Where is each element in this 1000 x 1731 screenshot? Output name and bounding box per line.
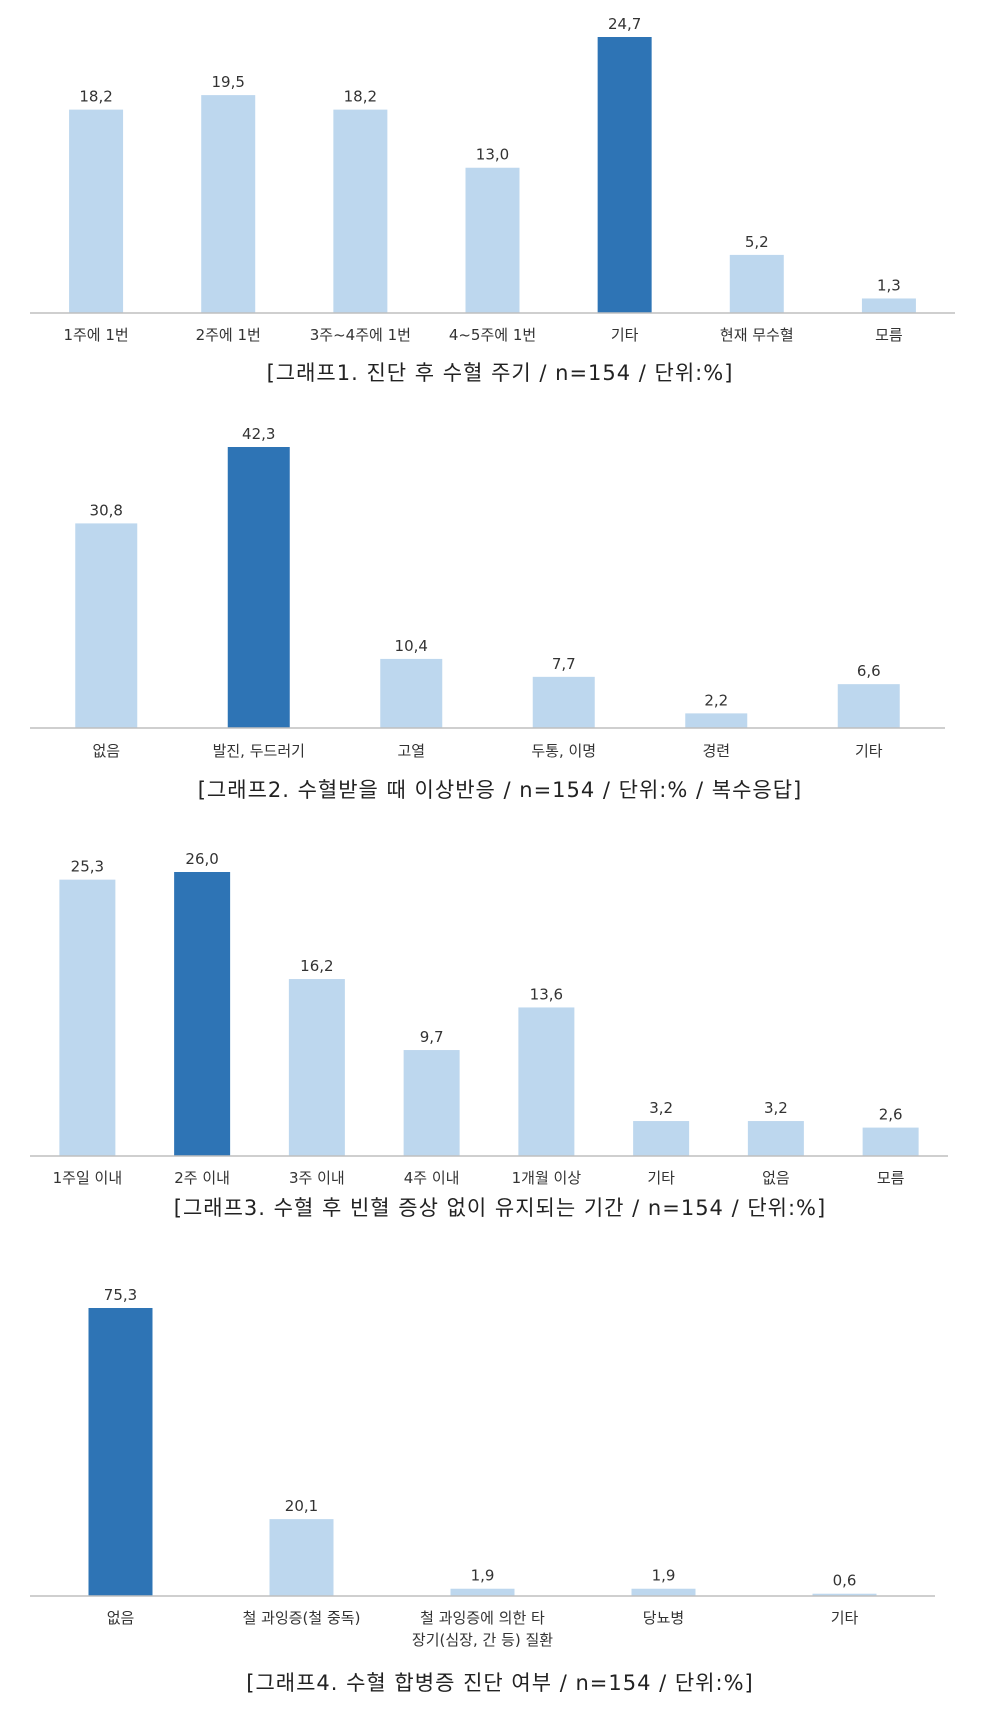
- chart-3-value-label: 2,6: [879, 1106, 903, 1124]
- chart-2-category-label: 고열: [397, 742, 425, 760]
- chart-3-category-label: 3주 이내: [289, 1169, 345, 1187]
- chart-1-bar: [729, 254, 784, 313]
- chart-3-bar: [633, 1121, 690, 1156]
- chart-2-title: [그래프2. 수혈받을 때 이상반응 / n=154 / 단위:% / 복수응답…: [197, 778, 803, 802]
- chart-1-bar: [861, 298, 916, 313]
- chart-3-bar: [288, 979, 345, 1156]
- chart-1-value-label: 5,2: [745, 233, 769, 251]
- chart-1-value-label: 18,2: [344, 88, 377, 106]
- chart-4-value-label: 75,3: [104, 1286, 137, 1304]
- chart-2-bar: [75, 523, 138, 728]
- chart-2-category-label: 없음: [92, 742, 120, 760]
- chart-3-bar: [747, 1121, 804, 1156]
- chart-2: 30,8 없음 42,3 발진, 두드러기 10,4 고열 7,7 두통, 이명 2,2 경련 6,…: [0, 395, 1000, 820]
- chart-2-value-label: 30,8: [90, 501, 123, 519]
- chart-2-category-label: 두통, 이명: [531, 742, 596, 760]
- chart-3-bar: [403, 1050, 460, 1156]
- chart-1-bar: [69, 109, 124, 313]
- chart-4-value-label: 20,1: [285, 1497, 318, 1515]
- chart-3-value-label: 13,6: [530, 985, 563, 1003]
- chart-1-bar: [597, 37, 652, 313]
- chart-3-bar: [862, 1127, 919, 1156]
- chart-2-plot: 30,8 없음 42,3 발진, 두드러기 10,4 고열 7,7 두통, 이명 2,2 경련 6,…: [30, 425, 945, 760]
- chart-4-plot: 75,3 없음 20,1 철 과잉증(철 중독) 1,9 철 과잉증에 의한 타장기(심장…: [30, 1286, 935, 1649]
- chart-3-value-label: 3,2: [764, 1099, 788, 1117]
- chart-3-category-label: 1개월 이상: [512, 1169, 582, 1187]
- chart-3-category-label: 4주 이내: [404, 1169, 460, 1187]
- chart-3-bar: [174, 872, 231, 1156]
- chart-3-value-label: 9,7: [420, 1028, 444, 1046]
- chart-4-title: [그래프4. 수혈 합병증 진단 여부 / n=154 / 단위:%]: [246, 1671, 754, 1695]
- chart-1-value-label: 13,0: [476, 146, 509, 164]
- chart-2-category-label: 발진, 두드러기: [213, 742, 305, 760]
- chart-2-bar: [837, 684, 900, 728]
- chart-4-category-label: 당뇨병: [643, 1609, 684, 1627]
- chart-2-bar: [380, 658, 443, 728]
- chart-1-category-label: 2주에 1번: [196, 326, 261, 344]
- chart-4-category-label: 철 과잉증(철 중독): [243, 1609, 361, 1627]
- chart-1-title: [그래프1. 진단 후 수혈 주기 / n=154 / 단위:%]: [266, 361, 734, 385]
- chart-2-value-label: 6,6: [857, 662, 881, 680]
- chart-2-value-label: 42,3: [242, 425, 275, 443]
- chart-1-category-label: 모름: [875, 326, 903, 344]
- chart-1-category-label: 기타: [611, 326, 639, 344]
- chart-2-category-label: 경련: [702, 742, 730, 760]
- chart-4-value-label: 1,9: [471, 1567, 495, 1585]
- chart-3-category-label: 2주 이내: [174, 1169, 230, 1187]
- chart-1-category-label: 4~5주에 1번: [449, 326, 536, 344]
- chart-4-bar: [88, 1308, 153, 1596]
- chart-4-value-label: 1,9: [652, 1567, 676, 1585]
- chart-2-value-label: 7,7: [552, 655, 576, 673]
- chart-4-category-label: 기타: [831, 1609, 859, 1627]
- chart-3-bar: [518, 1007, 575, 1156]
- chart-1-value-label: 18,2: [79, 88, 112, 106]
- chart-4-value-label: 0,6: [833, 1572, 857, 1590]
- chart-4-category-label: 없음: [107, 1609, 135, 1627]
- chart-3-value-label: 26,0: [185, 850, 218, 868]
- chart-3-value-label: 16,2: [300, 957, 333, 975]
- chart-1-value-label: 24,7: [608, 15, 641, 33]
- chart-1-category-label: 현재 무수혈: [720, 326, 794, 344]
- chart-1: 18,2 1주에 1번 19,5 2주에 1번 18,2 3주~4주에 1번 13,0 4~5…: [0, 0, 1000, 395]
- chart-4-bar: [631, 1588, 696, 1596]
- chart-1-bar: [201, 95, 256, 314]
- chart-1-value-label: 19,5: [212, 73, 245, 91]
- chart-3-value-label: 25,3: [71, 858, 104, 876]
- chart-3-category-label: 기타: [647, 1169, 675, 1187]
- chart-3-category-label: 모름: [877, 1169, 905, 1187]
- chart-4-bar: [812, 1593, 877, 1596]
- chart-1-bar: [465, 167, 520, 313]
- chart-4-bar: [269, 1519, 334, 1596]
- chart-2-bar: [532, 676, 595, 728]
- chart-2-bar: [685, 713, 748, 728]
- chart-1-category-label: 3주~4주에 1번: [310, 326, 411, 344]
- chart-1-plot: 18,2 1주에 1번 19,5 2주에 1번 18,2 3주~4주에 1번 13,0 4~5…: [30, 15, 955, 344]
- chart-2-value-label: 2,2: [704, 691, 728, 709]
- chart-3-category-label: 없음: [762, 1169, 790, 1187]
- chart-3-category-label: 1주일 이내: [53, 1169, 123, 1187]
- chart-3-value-label: 3,2: [649, 1099, 673, 1117]
- chart-3-bar: [59, 879, 116, 1156]
- chart-2-category-label: 기타: [855, 742, 883, 760]
- chart-3-title: [그래프3. 수혈 후 빈혈 증상 없이 유지되는 기간 / n=154 / 단…: [173, 1196, 827, 1220]
- chart-4-category-label: 철 과잉증에 의한 타: [420, 1609, 545, 1627]
- chart-3-plot: 25,3 1주일 이내 26,0 2주 이내 16,2 3주 이내 9,7 4주 이내 13,6…: [30, 850, 948, 1187]
- chart-1-category-label: 1주에 1번: [63, 326, 128, 344]
- chart-3: 25,3 1주일 이내 26,0 2주 이내 16,2 3주 이내 9,7 4주 이내 13,6…: [0, 820, 1000, 1240]
- chart-4-category-label: 장기(심장, 간 등) 질환: [412, 1631, 553, 1649]
- chart-1-bar: [333, 109, 388, 313]
- chart-4-bar: [450, 1588, 515, 1596]
- chart-2-value-label: 10,4: [395, 637, 428, 655]
- chart-1-value-label: 1,3: [877, 276, 901, 294]
- chart-2-bar: [227, 447, 290, 728]
